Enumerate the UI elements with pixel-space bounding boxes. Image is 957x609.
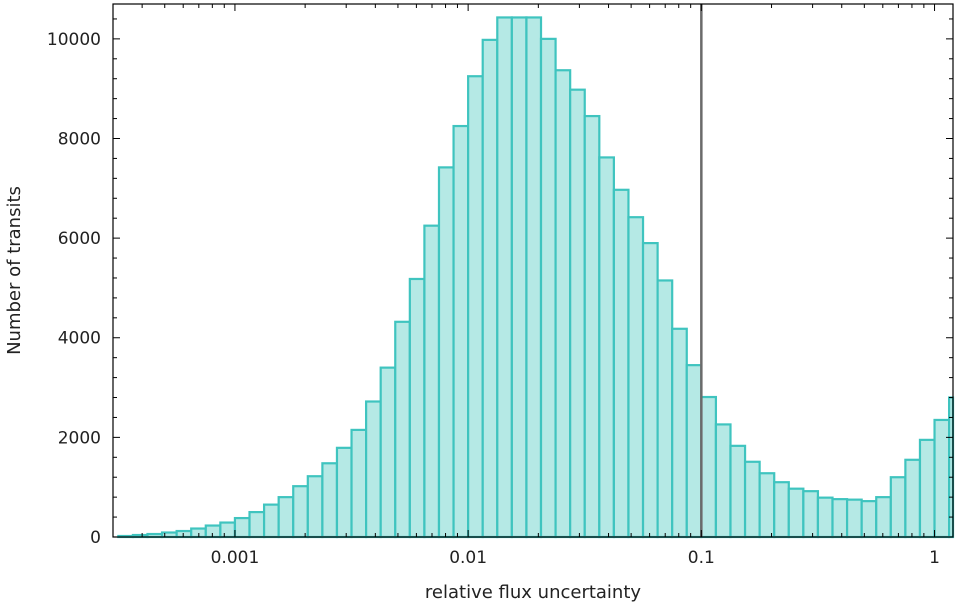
x-tick-label: 0.1 [688,548,715,568]
x-tick-label: 0.001 [211,548,260,568]
histogram-bar [656,279,674,539]
histogram-bar [539,37,557,539]
x-tick-label: 1 [929,548,940,568]
histogram-bar [685,364,703,539]
plot-frame [112,3,954,538]
histogram-bar [845,498,863,539]
histogram-bar [773,481,790,539]
histogram-bar [729,444,747,539]
histogram-bar [248,510,266,539]
ticks-group: 0.001 0.01 0.1 1 0 2000 4000 6000 8000 10000 [47,4,953,568]
histogram-bar [481,38,499,539]
histogram-bar [292,485,309,539]
y-tick-label: 6000 [58,229,101,249]
y-tick-label: 10000 [47,30,101,50]
histogram-bar [233,516,251,539]
histogram-bar [641,242,659,539]
histogram-bar [379,366,397,539]
histogram-bar [394,320,411,539]
histogram-bar [219,521,237,539]
histogram-bar [525,16,543,539]
histogram-bar [787,487,805,539]
histogram-bar [510,16,528,539]
y-tick-label: 4000 [58,329,101,349]
histogram-bar [175,529,193,539]
histogram-bar [700,395,718,539]
histogram-bar [671,327,688,539]
histogram-bar [204,524,222,539]
histogram-bar [714,423,732,539]
x-axis-label: relative flux uncertainty [425,582,641,603]
y-tick-label: 2000 [58,428,101,448]
histogram-bar [262,503,280,539]
y-tick-label: 0 [90,528,101,548]
histogram-bar [889,476,907,539]
histogram-bar [816,496,834,539]
histogram-bar [467,75,484,539]
histogram-bar [437,166,455,539]
histogram-bar [860,500,878,539]
histogram-bar [496,16,513,539]
histogram-bar [918,438,936,539]
histogram-bar [598,156,615,539]
histogram-bar [335,446,353,539]
histogram-bar [423,224,441,539]
histogram-bar [904,458,922,539]
histogram-bar [321,462,339,539]
y-tick-label: 8000 [58,129,101,149]
histogram-bar [831,498,849,539]
histogram-bar [350,428,368,539]
histogram-bar [306,475,324,539]
histogram-bar [627,216,645,539]
histogram-bar [452,124,470,539]
histogram-bar [408,277,426,539]
histogram-bar [612,188,630,539]
histogram-bar [554,69,572,539]
histogram-bar [758,472,776,539]
histogram-bar [583,114,601,539]
histogram-bar [365,400,382,539]
histogram-bar [277,496,295,539]
y-axis-label: Number of transits [4,186,25,355]
histogram-bar [743,460,761,539]
histogram-bar [875,496,892,539]
histogram-bar [569,88,586,539]
x-tick-label: 0.01 [449,548,487,568]
histogram-bar [802,490,820,539]
